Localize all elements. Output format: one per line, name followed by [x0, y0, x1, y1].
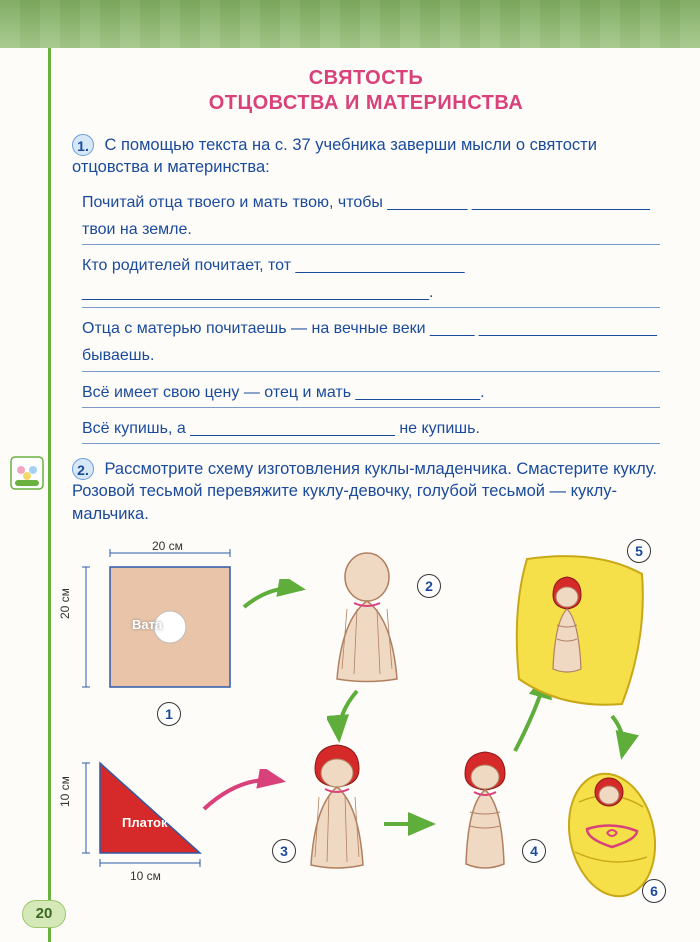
arrow-1-2	[242, 579, 312, 619]
step-4-doll	[440, 744, 530, 884]
fill-line-5[interactable]: Всё купишь, а _______________________ не…	[82, 415, 660, 444]
dim-tri-h: 10 см	[130, 869, 161, 883]
step-5-doll	[507, 549, 657, 719]
group-work-icon	[10, 456, 44, 490]
fill-line-1[interactable]: Почитай отца твоего и мать твою, чтобы _…	[82, 189, 660, 245]
task-1-number: 1.	[72, 134, 94, 156]
task-1-text: С помощью текста на с. 37 учебника завер…	[72, 136, 597, 176]
triangle-platok	[82, 749, 222, 869]
step-1-number: 1	[157, 702, 181, 726]
page-title: СВЯТОСТЬ ОТЦОВСТВА И МАТЕРИНСТВА	[72, 66, 660, 116]
title-line-1: СВЯТОСТЬ	[72, 66, 660, 91]
task-2: 2. Рассмотрите схему изготовления куклы-…	[72, 458, 660, 525]
dim-left-20: 20 см	[58, 588, 72, 619]
vata-label: Вата	[132, 617, 162, 632]
task-1: 1. С помощью текста на с. 37 учебника за…	[72, 134, 660, 444]
page-number: 20	[22, 900, 66, 928]
step-3-number: 3	[272, 839, 296, 863]
arrow-3-4	[382, 809, 442, 839]
arrow-platok-3	[202, 769, 292, 819]
fill-line-4[interactable]: Всё имеет свою цену — отец и мать ______…	[82, 379, 660, 408]
dim-top-20: 20 см	[152, 539, 183, 553]
doll-diagram: 20 см 20 см Вата 1 2	[62, 539, 660, 939]
step-6-number: 6	[642, 879, 666, 903]
step-2-doll	[312, 549, 422, 699]
top-decorative-banner	[0, 0, 700, 48]
step-5-number: 5	[627, 539, 651, 563]
fill-in-block: Почитай отца твоего и мать твою, чтобы _…	[82, 189, 660, 445]
step-3-doll	[287, 737, 387, 887]
workbook-page: СВЯТОСТЬ ОТЦОВСТВА И МАТЕРИНСТВА 1. С по…	[0, 0, 700, 942]
dim-tri-v: 10 см	[58, 776, 72, 807]
step-2-number: 2	[417, 574, 441, 598]
fill-line-2[interactable]: Кто родителей почитает, тот ____________…	[82, 252, 660, 308]
task-2-number: 2.	[72, 458, 94, 480]
step-4-number: 4	[522, 839, 546, 863]
page-content: СВЯТОСТЬ ОТЦОВСТВА И МАТЕРИНСТВА 1. С по…	[0, 48, 700, 939]
platok-label: Платок	[122, 815, 167, 830]
title-line-2: ОТЦОВСТВА И МАТЕРИНСТВА	[72, 91, 660, 116]
fill-line-3[interactable]: Отца с матерью почитаешь — на вечные век…	[82, 315, 660, 371]
task-2-text: Рассмотрите схему изготовления куклы-мла…	[72, 460, 657, 523]
